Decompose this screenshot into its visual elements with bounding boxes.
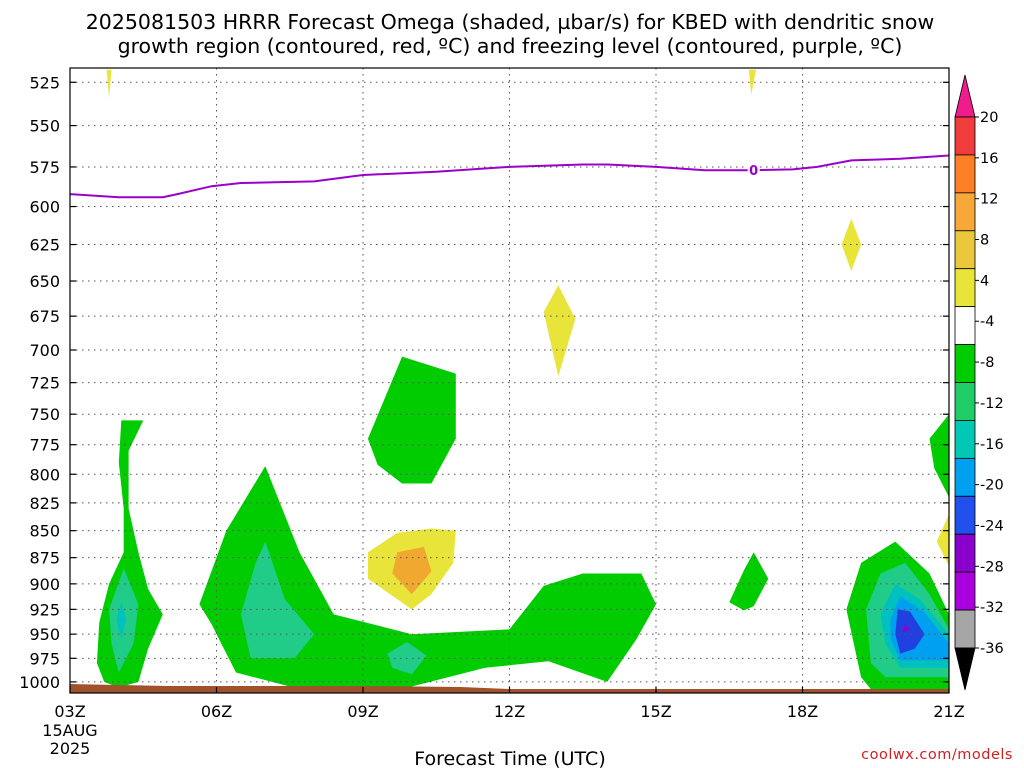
y-tick-label-1000: 1000 — [19, 673, 60, 692]
colorbar-label-9: -20 — [980, 478, 1004, 494]
colorbar-swatch-7 — [954, 382, 976, 421]
x-tick-sublabel-1: 2025 — [50, 739, 91, 758]
omega-region-9 — [543, 285, 576, 377]
y-tick-label-650: 650 — [29, 272, 60, 291]
y-tick-label-850: 850 — [29, 522, 60, 541]
colorbar-swatch-9 — [954, 457, 976, 497]
y-tick-label-625: 625 — [29, 236, 60, 255]
colorbar-label-11: -28 — [980, 559, 1004, 575]
omega-region-3 — [199, 466, 656, 687]
y-axis-pressure: 525 550 575 600 625 650 675 700 725 750 775 800 825 8… — [19, 73, 949, 692]
omega-region-8 — [392, 546, 432, 595]
y-tick-label-575: 575 — [29, 158, 60, 177]
x-tick-sublabel-0: 15AUG — [42, 721, 97, 740]
freezing-level-contour: 0 — [70, 154, 949, 199]
omega-region-19 — [902, 624, 910, 633]
title-line-2: growth region (contoured, red, ºC) and f… — [118, 34, 903, 58]
omega-region-20 — [929, 414, 949, 498]
omega-region-18 — [895, 609, 925, 654]
colorbar-label-7: -12 — [980, 396, 1004, 412]
colorbar-label-0: 20 — [980, 110, 998, 126]
colorbar-label-8: -16 — [980, 437, 1004, 453]
y-tick-label-900: 900 — [29, 575, 60, 594]
x-tick-label-09Z: 09Z — [347, 702, 378, 721]
colorbar-swatch-8 — [954, 420, 976, 459]
colorbar: 20 16 12 8 4 -4 -8 -12 -16 -20 -24 -28 -32 -36 — [954, 74, 1004, 691]
title-line-1: 2025081503 HRRR Forecast Omega (shaded, … — [86, 10, 934, 34]
colorbar-label-6: -8 — [980, 355, 994, 371]
colorbar-swatch-10 — [954, 495, 976, 535]
y-tick-label-525: 525 — [29, 73, 60, 92]
colorbar-swatch-11 — [954, 533, 976, 573]
y-tick-label-925: 925 — [29, 600, 60, 619]
colorbar-label-3: 8 — [980, 233, 989, 249]
colorbar-swatch-2 — [954, 192, 976, 232]
y-tick-label-775: 775 — [29, 436, 60, 455]
y-tick-label-725: 725 — [29, 374, 60, 393]
y-tick-label-675: 675 — [29, 307, 60, 326]
y-tick-label-975: 975 — [29, 649, 60, 668]
omega-region-4 — [240, 541, 315, 659]
omega-region-6 — [367, 356, 456, 484]
x-tick-label-18Z: 18Z — [787, 702, 818, 721]
freezing-level-label: 0 — [749, 164, 758, 179]
colorbar-label-12: -32 — [980, 600, 1004, 616]
freezing-level-label-bg — [747, 162, 760, 178]
grid-lines — [70, 68, 949, 693]
colorbar-swatch-5 — [954, 306, 976, 345]
y-tick-label-700: 700 — [29, 341, 60, 360]
x-tick-label-21Z: 21Z — [933, 702, 964, 721]
x-tick-label-12Z: 12Z — [494, 702, 525, 721]
x-axis-title: Forecast Time (UTC) — [414, 748, 605, 768]
colorbar-swatch-3 — [954, 230, 976, 270]
y-tick-label-600: 600 — [29, 198, 60, 217]
colorbar-swatch-13 — [954, 609, 976, 649]
x-tick-label-03Z: 03Z — [54, 702, 85, 721]
ground-terrain — [70, 684, 949, 693]
colorbar-bottom-arrow — [954, 647, 976, 691]
ground-strip — [70, 684, 949, 693]
colorbar-label-2: 12 — [980, 192, 998, 208]
y-tick-label-950: 950 — [29, 625, 60, 644]
colorbar-swatch-1 — [954, 154, 976, 194]
freezing-level-line — [70, 154, 949, 199]
y-tick-label-800: 800 — [29, 465, 60, 484]
y-tick-label-875: 875 — [29, 549, 60, 568]
colorbar-label-4: 4 — [980, 273, 989, 289]
x-tick-label-15Z: 15Z — [640, 702, 671, 721]
omega-region-11 — [106, 69, 112, 99]
omega-region-21 — [936, 514, 949, 567]
colorbar-swatch-4 — [954, 268, 976, 308]
colorbar-swatch-0 — [954, 116, 976, 156]
colorbar-label-13: -36 — [980, 641, 1004, 657]
y-tick-label-750: 750 — [29, 405, 60, 424]
omega-region-13 — [729, 552, 769, 611]
colorbar-swatch-12 — [954, 571, 976, 611]
omega-shading — [96, 69, 949, 690]
colorbar-label-5: -4 — [980, 314, 994, 330]
colorbar-swatch-6 — [954, 344, 976, 383]
credit-link[interactable]: coolwx.com/models — [861, 747, 1013, 763]
colorbar-top-arrow — [954, 74, 976, 118]
colorbar-label-10: -24 — [980, 518, 1004, 534]
colorbar-label-1: 16 — [980, 151, 998, 167]
omega-region-12 — [748, 69, 757, 95]
omega-region-2 — [116, 602, 127, 640]
y-tick-label-825: 825 — [29, 494, 60, 513]
y-tick-label-550: 550 — [29, 117, 60, 136]
x-tick-label-06Z: 06Z — [201, 702, 232, 721]
